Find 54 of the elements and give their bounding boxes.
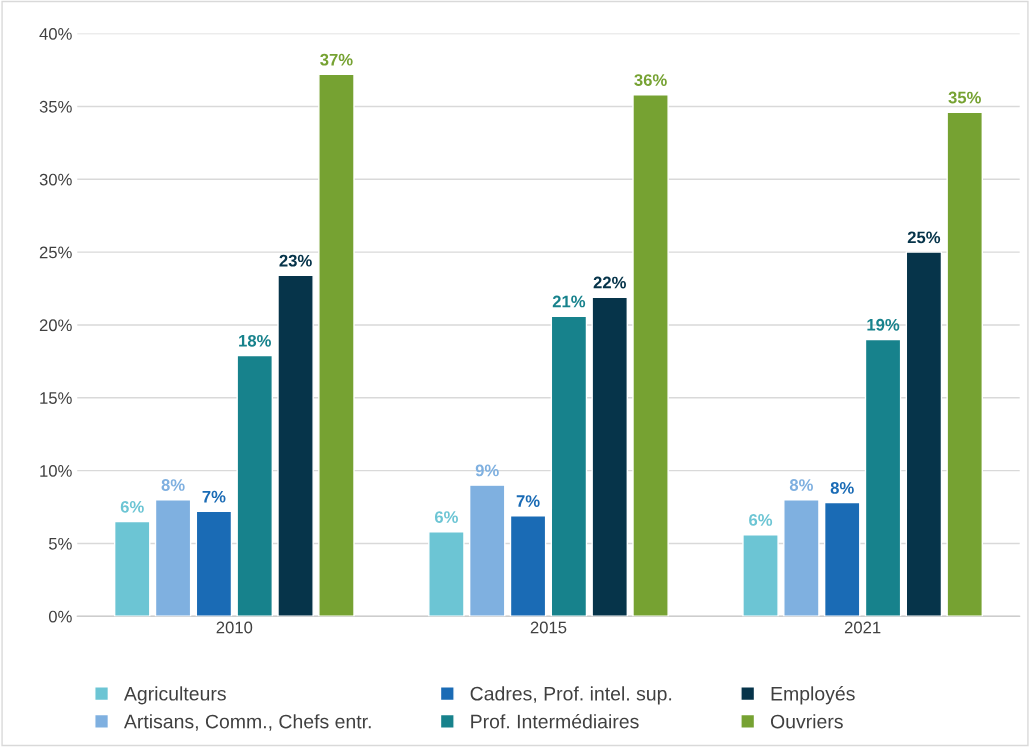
bar bbox=[864, 338, 902, 617]
data-label: 18% bbox=[239, 334, 271, 347]
data-label: 8% bbox=[830, 482, 854, 494]
bar bbox=[318, 73, 355, 617]
bar bbox=[195, 510, 233, 617]
legend-label: Cadres, Prof. intel. sup. bbox=[470, 686, 672, 705]
y-tick-label: 25% bbox=[39, 246, 72, 259]
data-label: 8% bbox=[789, 479, 813, 491]
bar bbox=[905, 251, 943, 617]
y-tick-label: 15% bbox=[40, 392, 72, 404]
bar bbox=[277, 274, 314, 617]
x-tick-label: 2015 bbox=[530, 621, 567, 634]
data-label: 19% bbox=[867, 318, 900, 331]
legend-label: Artisans, Comm., Chefs entr. bbox=[123, 714, 371, 731]
bar bbox=[946, 111, 983, 617]
data-label: 7% bbox=[202, 490, 226, 503]
legend-label: Prof. Intermédiaires bbox=[471, 713, 639, 729]
bar bbox=[113, 520, 151, 617]
bar bbox=[632, 94, 669, 617]
data-label: 7% bbox=[516, 495, 540, 507]
y-tick-label: 35% bbox=[39, 100, 72, 113]
bar bbox=[468, 484, 506, 617]
data-label: 6% bbox=[749, 514, 773, 526]
data-label: 9% bbox=[475, 464, 499, 477]
y-tick-label: 40% bbox=[39, 28, 72, 40]
legend-label: Employés bbox=[771, 686, 855, 705]
bar bbox=[550, 315, 588, 617]
x-tick-label: 2010 bbox=[216, 621, 253, 634]
y-tick-label: 10% bbox=[40, 465, 72, 477]
bar bbox=[154, 499, 192, 617]
bar bbox=[236, 354, 274, 617]
data-label: 22% bbox=[593, 276, 626, 289]
y-tick-label: 20% bbox=[39, 319, 72, 332]
bar bbox=[742, 534, 779, 617]
y-tick-label: 0% bbox=[48, 610, 72, 623]
data-label: 36% bbox=[634, 74, 667, 86]
data-label: 6% bbox=[120, 500, 144, 513]
legend-label: Ouvriers bbox=[770, 714, 843, 729]
data-label: 8% bbox=[161, 479, 185, 491]
data-label: 21% bbox=[552, 295, 586, 308]
data-label: 23% bbox=[279, 254, 312, 267]
y-tick-label: 5% bbox=[48, 537, 72, 550]
data-label: 25% bbox=[907, 231, 941, 244]
x-tick-label: 2021 bbox=[844, 621, 881, 634]
bar bbox=[783, 499, 820, 617]
data-label: 37% bbox=[320, 53, 353, 66]
y-tick-label: 30% bbox=[39, 173, 72, 186]
data-label: 6% bbox=[434, 511, 458, 523]
legend-label: Agriculteurs bbox=[123, 686, 226, 705]
bar bbox=[509, 515, 547, 617]
bar bbox=[591, 296, 628, 617]
bar bbox=[823, 501, 861, 617]
bar bbox=[428, 531, 465, 617]
data-label: 35% bbox=[948, 91, 981, 104]
